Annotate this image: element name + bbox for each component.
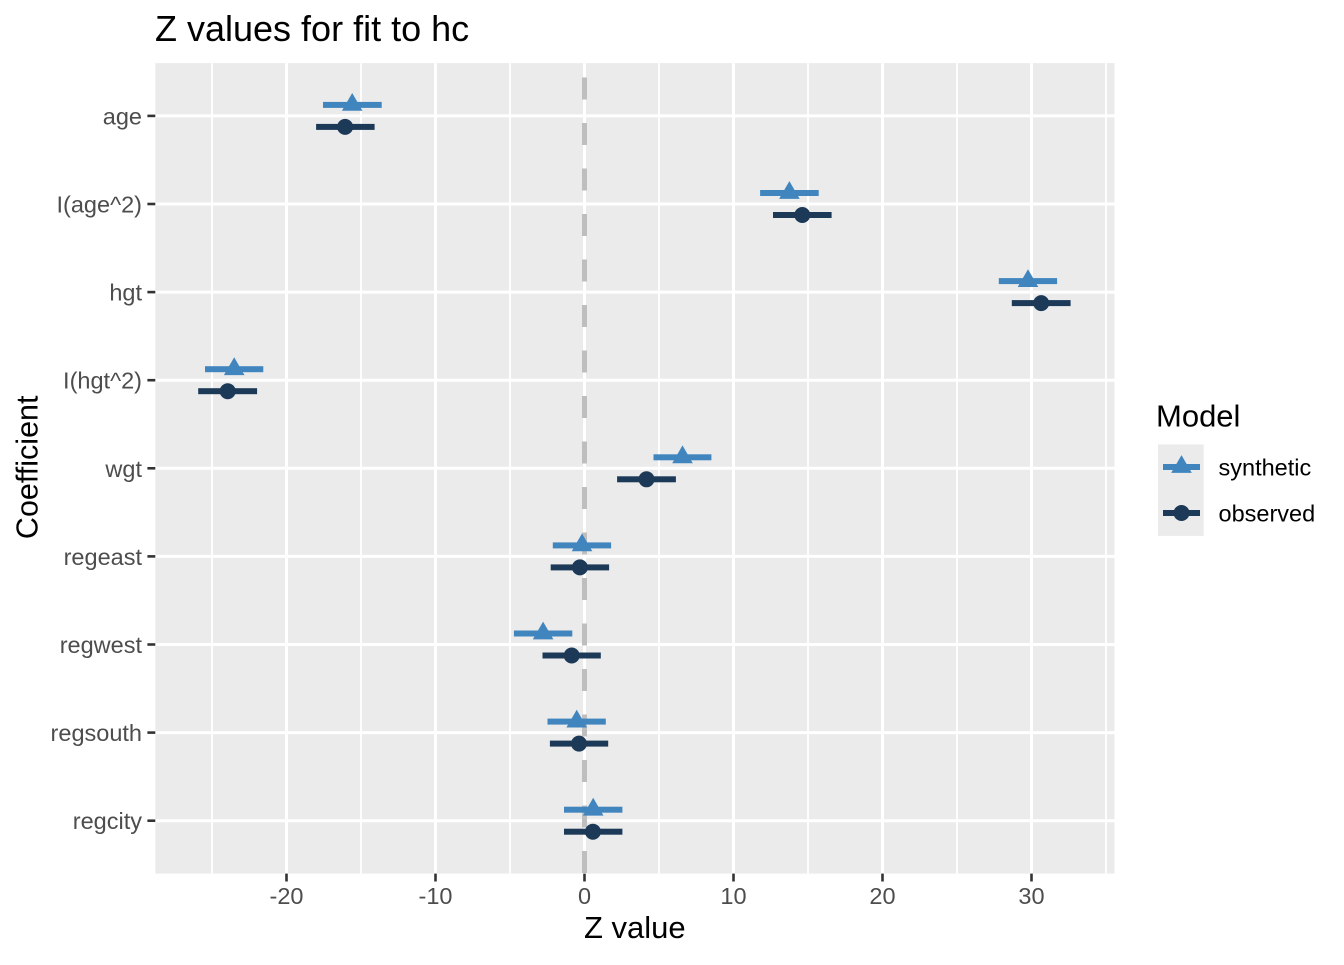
svg-text:20: 20 — [869, 883, 895, 909]
svg-text:I(hgt^2): I(hgt^2) — [63, 368, 142, 394]
svg-text:-20: -20 — [270, 883, 304, 909]
svg-text:regeast: regeast — [64, 544, 143, 570]
svg-text:Z value: Z value — [584, 910, 686, 945]
svg-text:hgt: hgt — [109, 280, 142, 306]
svg-text:synthetic: synthetic — [1219, 455, 1312, 481]
svg-text:0: 0 — [578, 883, 591, 909]
svg-text:observed: observed — [1219, 501, 1316, 527]
svg-text:wgt: wgt — [104, 456, 142, 482]
svg-text:Z values for fit to hc: Z values for fit to hc — [155, 8, 469, 49]
svg-text:30: 30 — [1018, 883, 1044, 909]
svg-text:regwest: regwest — [60, 632, 143, 658]
svg-text:10: 10 — [720, 883, 746, 909]
svg-text:regcity: regcity — [73, 808, 142, 834]
svg-text:Coefficient: Coefficient — [10, 395, 44, 539]
svg-text:-10: -10 — [419, 883, 453, 909]
svg-text:regsouth: regsouth — [51, 720, 142, 746]
svg-text:I(age^2): I(age^2) — [57, 192, 143, 218]
svg-text:Model: Model — [1156, 398, 1240, 433]
svg-text:age: age — [103, 103, 142, 129]
